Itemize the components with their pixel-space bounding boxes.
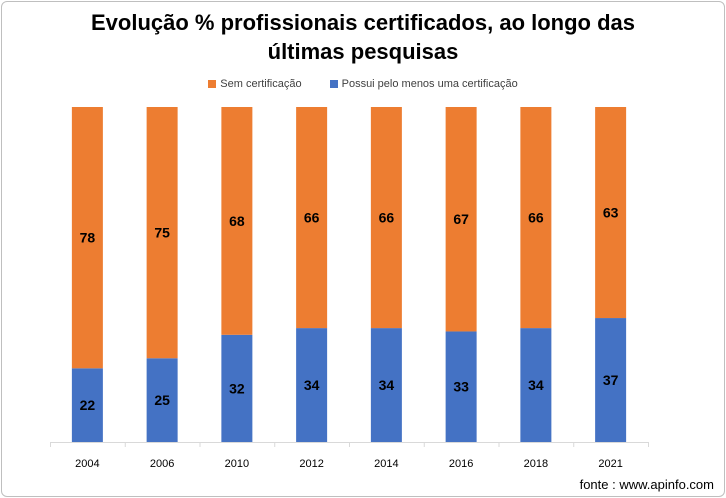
chart-legend: Sem certificação Possui pelo menos uma c… [0,78,726,90]
data-label-possui-certificacao-2014: 34 [379,377,395,393]
bar-sem-certificacao-2012 [296,107,328,329]
bar-possui-certificacao-2004 [71,368,103,442]
bar-possui-certificacao-2014 [370,328,402,442]
bar-possui-certificacao-2016 [445,331,477,442]
x-tick-label-2006: 2006 [150,458,174,470]
x-tick-label-2021: 2021 [598,458,622,470]
data-label-possui-certificacao-2012: 34 [304,377,320,393]
data-label-sem-certificacao-2012: 66 [304,210,320,226]
x-tick-label-2004: 2004 [75,458,99,470]
source-credit: fonte : www.apinfo.com [579,477,714,492]
bar-sem-certificacao-2016 [445,107,477,332]
chart-title-line-1: Evolução % profissionais certificados, a… [90,10,636,35]
chart-title: Evolução % profissionais certificados, a… [0,8,726,66]
data-label-sem-certificacao-2004: 78 [80,230,96,246]
bar-possui-certificacao-2021 [595,318,627,442]
x-tick-label-2012: 2012 [299,458,323,470]
bar-possui-certificacao-2006 [146,358,178,442]
data-label-sem-certificacao-2006: 75 [154,225,170,241]
bar-sem-certificacao-2021 [595,107,627,319]
x-tick-label-2016: 2016 [449,458,473,470]
x-tick-label-2010: 2010 [225,458,249,470]
data-label-sem-certificacao-2014: 66 [379,210,395,226]
data-label-possui-certificacao-2018: 34 [528,377,544,393]
bar-sem-certificacao-2018 [520,107,552,329]
x-tick-label-2018: 2018 [524,458,548,470]
data-label-sem-certificacao-2010: 68 [229,213,245,229]
bar-sem-certificacao-2014 [370,107,402,329]
data-label-sem-certificacao-2016: 67 [453,211,469,227]
data-label-sem-certificacao-2021: 63 [603,205,619,221]
legend-label-possui-certificacao: Possui pelo menos uma certificação [341,78,518,90]
bar-sem-certificacao-2006 [146,107,178,359]
bar-sem-certificacao-2010 [221,107,253,335]
data-label-possui-certificacao-2010: 32 [229,380,245,396]
bar-possui-certificacao-2012 [296,328,328,442]
data-label-possui-certificacao-2006: 25 [154,392,170,408]
x-tick-label-2014: 2014 [374,458,398,470]
legend-label-sem-certificacao: Sem certificação [220,78,302,90]
bar-possui-certificacao-2018 [520,328,552,442]
legend-swatch-possui-certificacao [329,80,338,88]
legend-item-possui-certificacao: Possui pelo menos uma certificação [329,78,518,90]
chart-title-line-2: últimas pesquisas [267,39,459,64]
bar-possui-certificacao-2010 [221,334,253,442]
legend-swatch-sem-certificacao [208,80,217,88]
legend-item-sem-certificacao: Sem certificação [208,78,302,90]
data-label-possui-certificacao-2016: 33 [453,379,469,395]
data-label-possui-certificacao-2004: 22 [80,397,96,413]
bar-sem-certificacao-2004 [71,107,103,369]
data-label-possui-certificacao-2021: 37 [603,372,619,388]
data-label-sem-certificacao-2018: 66 [528,210,544,226]
